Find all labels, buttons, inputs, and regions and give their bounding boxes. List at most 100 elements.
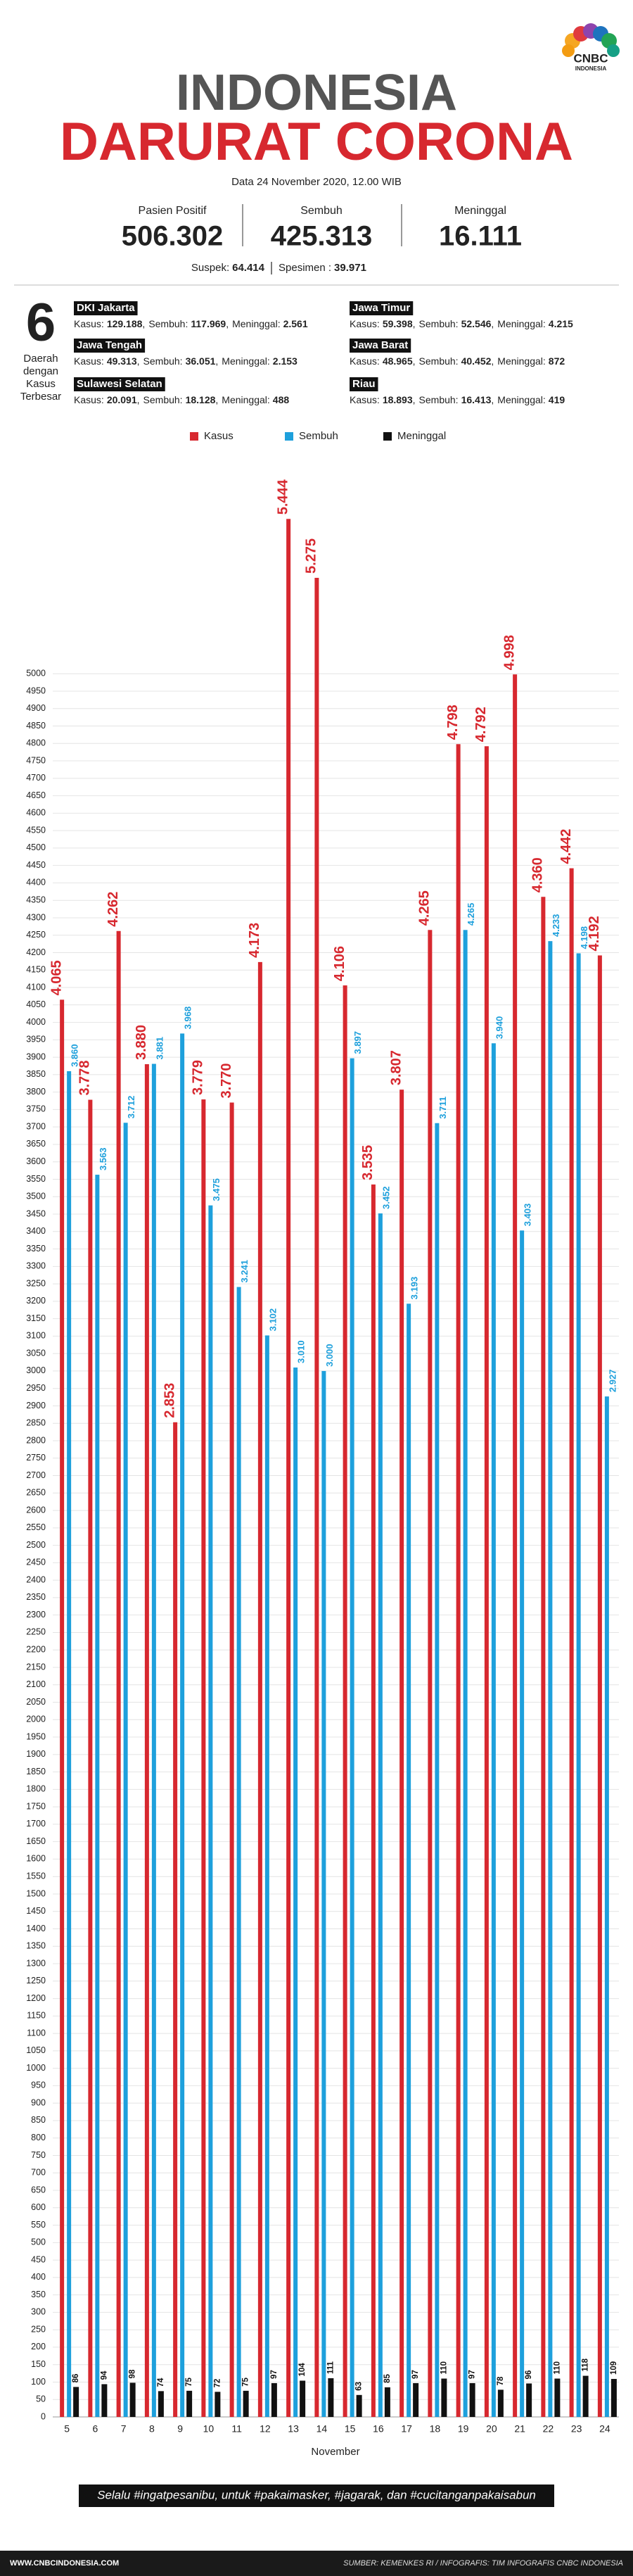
field-label: Meninggal:	[222, 394, 270, 405]
y-tick-label: 1450	[26, 1906, 46, 1916]
field-value: 4.215	[549, 318, 573, 329]
y-tick-label: 550	[31, 2220, 46, 2230]
y-tick-label: 2450	[26, 1558, 46, 1567]
region-name-bg	[350, 377, 378, 391]
legend-label: Meninggal	[397, 430, 446, 442]
bar	[293, 1367, 298, 2417]
stat-value: 425.313	[271, 221, 373, 252]
field-label: Kasus:	[350, 318, 380, 329]
region-name: Jawa Tengah	[77, 339, 142, 351]
regions-caption: dengan	[23, 365, 58, 377]
value-label: 4.262	[106, 892, 121, 927]
field-value: 18.128	[186, 394, 216, 405]
y-tick-label: 150	[31, 2359, 46, 2369]
separator: ,	[491, 355, 494, 367]
y-tick-label: 2500	[26, 1540, 46, 1550]
value-label: 3.535	[360, 1145, 376, 1180]
bar	[201, 1099, 206, 2417]
field-label: Meninggal:	[232, 318, 281, 329]
message: Selalu #ingatpesanibu, untuk #pakaimaske…	[97, 2488, 536, 2501]
y-tick-label: 600	[31, 2202, 46, 2212]
y-tick-label: 4800	[26, 738, 46, 748]
field-label: Meninggal:	[497, 318, 546, 329]
y-tick-label: 5000	[26, 669, 46, 678]
y-tick-label: 2400	[26, 1574, 46, 1584]
field-label: Sembuh:	[419, 355, 459, 367]
y-tick-label: 650	[31, 2185, 46, 2195]
value-label: 4.265	[466, 903, 476, 926]
y-tick-label: 4200	[26, 947, 46, 957]
field-label: Meninggal:	[222, 355, 270, 367]
y-tick-label: 2100	[26, 1679, 46, 1689]
bar	[158, 2391, 164, 2417]
field-label: Kasus:	[350, 355, 380, 367]
y-tick-label: 400	[31, 2272, 46, 2282]
bar	[428, 930, 433, 2417]
bar	[116, 930, 121, 2417]
source: SUMBER: KEMENKES RI / INFOGRAFIS: TIM IN…	[343, 2559, 623, 2568]
y-tick-label: 4650	[26, 790, 46, 800]
y-tick-label: 3300	[26, 1261, 46, 1271]
bar	[215, 2392, 221, 2417]
y-tick-label: 2200	[26, 1645, 46, 1655]
region-detail: Kasus: 49.313, Sembuh: 36.051, Meninggal: 2.1…	[74, 355, 298, 367]
suspek-value: 64.414	[232, 262, 265, 274]
value-label: 3.778	[77, 1060, 93, 1095]
y-tick-label: 350	[31, 2290, 46, 2299]
bar	[435, 1123, 440, 2417]
separator: ,	[142, 318, 145, 329]
region-name-bg	[74, 301, 138, 315]
field-value: 49.313	[107, 355, 137, 367]
y-tick-label: 4000	[26, 1017, 46, 1027]
y-tick-label: 1050	[26, 2045, 46, 2055]
value-label: 94	[100, 2370, 108, 2380]
value-label: 3.779	[191, 1060, 206, 1095]
region-detail: Kasus: 59.398, Sembuh: 52.546, Meninggal: 4.2…	[350, 318, 573, 329]
y-tick-label: 3750	[26, 1104, 46, 1114]
bar	[463, 930, 468, 2417]
regions-caption: Daerah	[23, 353, 58, 365]
value-label: 4.192	[587, 916, 602, 951]
value-label: 4.798	[445, 705, 461, 740]
value-label: 4.233	[551, 914, 561, 937]
bar	[541, 897, 546, 2418]
regions-caption: Terbesar	[20, 391, 61, 403]
y-tick-label: 3700	[26, 1121, 46, 1131]
field-value: 117.969	[191, 318, 226, 329]
value-label: 118	[582, 2358, 590, 2371]
y-tick-label: 1350	[26, 1941, 46, 1951]
region-name-bg	[74, 339, 146, 353]
legend-swatch	[383, 432, 392, 441]
value-label: 3.475	[211, 1178, 222, 1201]
date: Data 24 November 2020, 12.00 WIB	[231, 176, 402, 188]
field-label: Kasus:	[350, 394, 380, 405]
spesimen-value: 39.971	[334, 262, 366, 274]
region-detail: Kasus: 129.188, Sembuh: 117.969, Meninggal: 2…	[74, 318, 308, 329]
y-tick-label: 4850	[26, 721, 46, 731]
value-label: 97	[270, 2370, 279, 2379]
y-tick-label: 800	[31, 2133, 46, 2142]
separator: ,	[215, 394, 218, 405]
bar	[88, 1099, 93, 2417]
bar	[576, 953, 581, 2417]
y-tick-label: 3650	[26, 1139, 46, 1149]
y-tick-label: 3450	[26, 1208, 46, 1218]
y-tick-label: 1750	[26, 1801, 46, 1811]
separator: ,	[491, 394, 494, 405]
value-label: 63	[355, 2382, 364, 2391]
x-axis-label: November	[311, 2446, 359, 2458]
bar	[144, 1064, 149, 2417]
bar	[95, 1175, 100, 2417]
y-tick-label: 2700	[26, 1470, 46, 1480]
site: WWW.CNBCINDONESIA.COM	[10, 2559, 119, 2568]
value-label: 3.897	[352, 1031, 363, 1054]
x-tick-label: 5	[64, 2423, 70, 2435]
value-label: 4.360	[530, 857, 546, 892]
y-tick-label: 1150	[27, 2011, 46, 2021]
y-tick-label: 2250	[26, 1627, 46, 1637]
value-label: 75	[185, 2377, 193, 2386]
legend-swatch	[190, 432, 198, 441]
y-tick-label: 4300	[26, 912, 46, 922]
y-tick-label: 0	[41, 2411, 46, 2421]
